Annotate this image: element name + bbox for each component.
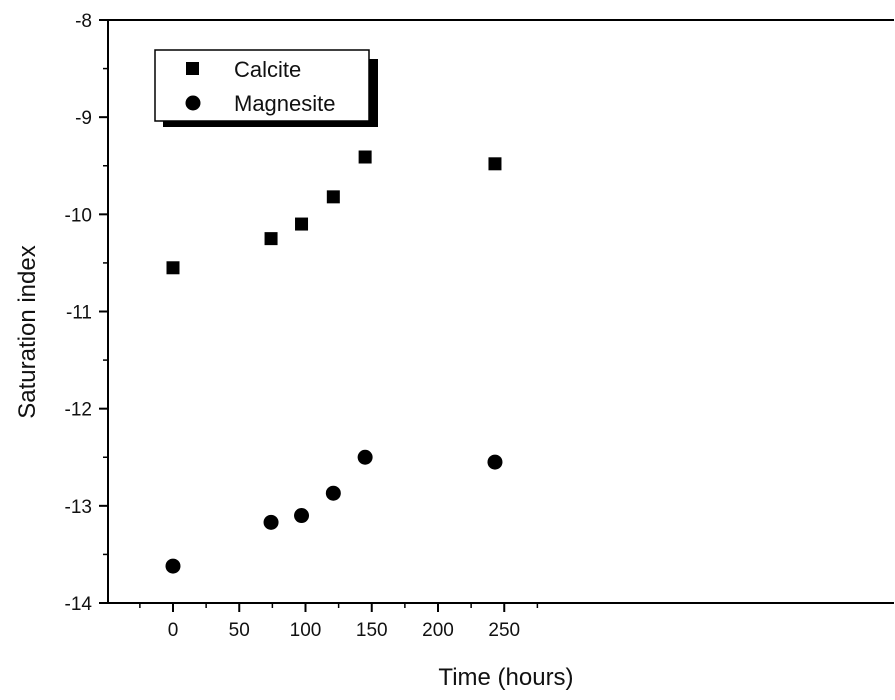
y-tick-label: -9 (75, 108, 92, 129)
point-magnesite (165, 558, 181, 574)
y-tick-label: -13 (65, 497, 92, 518)
y-tick-label: -14 (65, 594, 93, 615)
point-calcite (295, 217, 309, 231)
point-calcite (326, 190, 340, 204)
series-calcite (166, 150, 502, 275)
legend-label-magnesite: Magnesite (234, 91, 336, 116)
x-tick-label: 200 (422, 620, 454, 641)
point-calcite (358, 150, 372, 164)
y-axis-title: Saturation index (14, 245, 41, 418)
y-tick-label: -8 (75, 11, 92, 32)
x-tick-label: 100 (290, 620, 322, 641)
point-magnesite (325, 485, 341, 501)
y-tick-label: -10 (65, 205, 92, 226)
x-tick-label: 250 (488, 620, 520, 641)
y-tick-label: -11 (66, 303, 92, 324)
point-calcite (166, 261, 180, 275)
point-calcite (264, 232, 278, 246)
point-calcite (488, 157, 502, 171)
y-axis-ticks: -14 -13 -12 -11 -10 -9 -8 (65, 11, 108, 615)
x-axis-ticks: 0 50 100 150 200 250 (139, 603, 539, 641)
point-magnesite (357, 449, 373, 465)
legend: Calcite Magnesite (154, 49, 378, 127)
point-magnesite (263, 514, 279, 530)
point-magnesite (294, 508, 310, 524)
point-magnesite (487, 454, 503, 470)
legend-marker-calcite (186, 62, 199, 75)
legend-marker-magnesite (185, 95, 201, 111)
x-tick-label: 150 (356, 620, 388, 641)
y-tick-label: -12 (65, 400, 92, 421)
data-points (165, 150, 503, 574)
series-magnesite (165, 449, 503, 574)
x-tick-label: 0 (168, 620, 179, 641)
x-tick-label: 50 (229, 620, 250, 641)
legend-label-calcite: Calcite (234, 57, 301, 82)
x-axis-title: Time (hours) (438, 664, 573, 691)
